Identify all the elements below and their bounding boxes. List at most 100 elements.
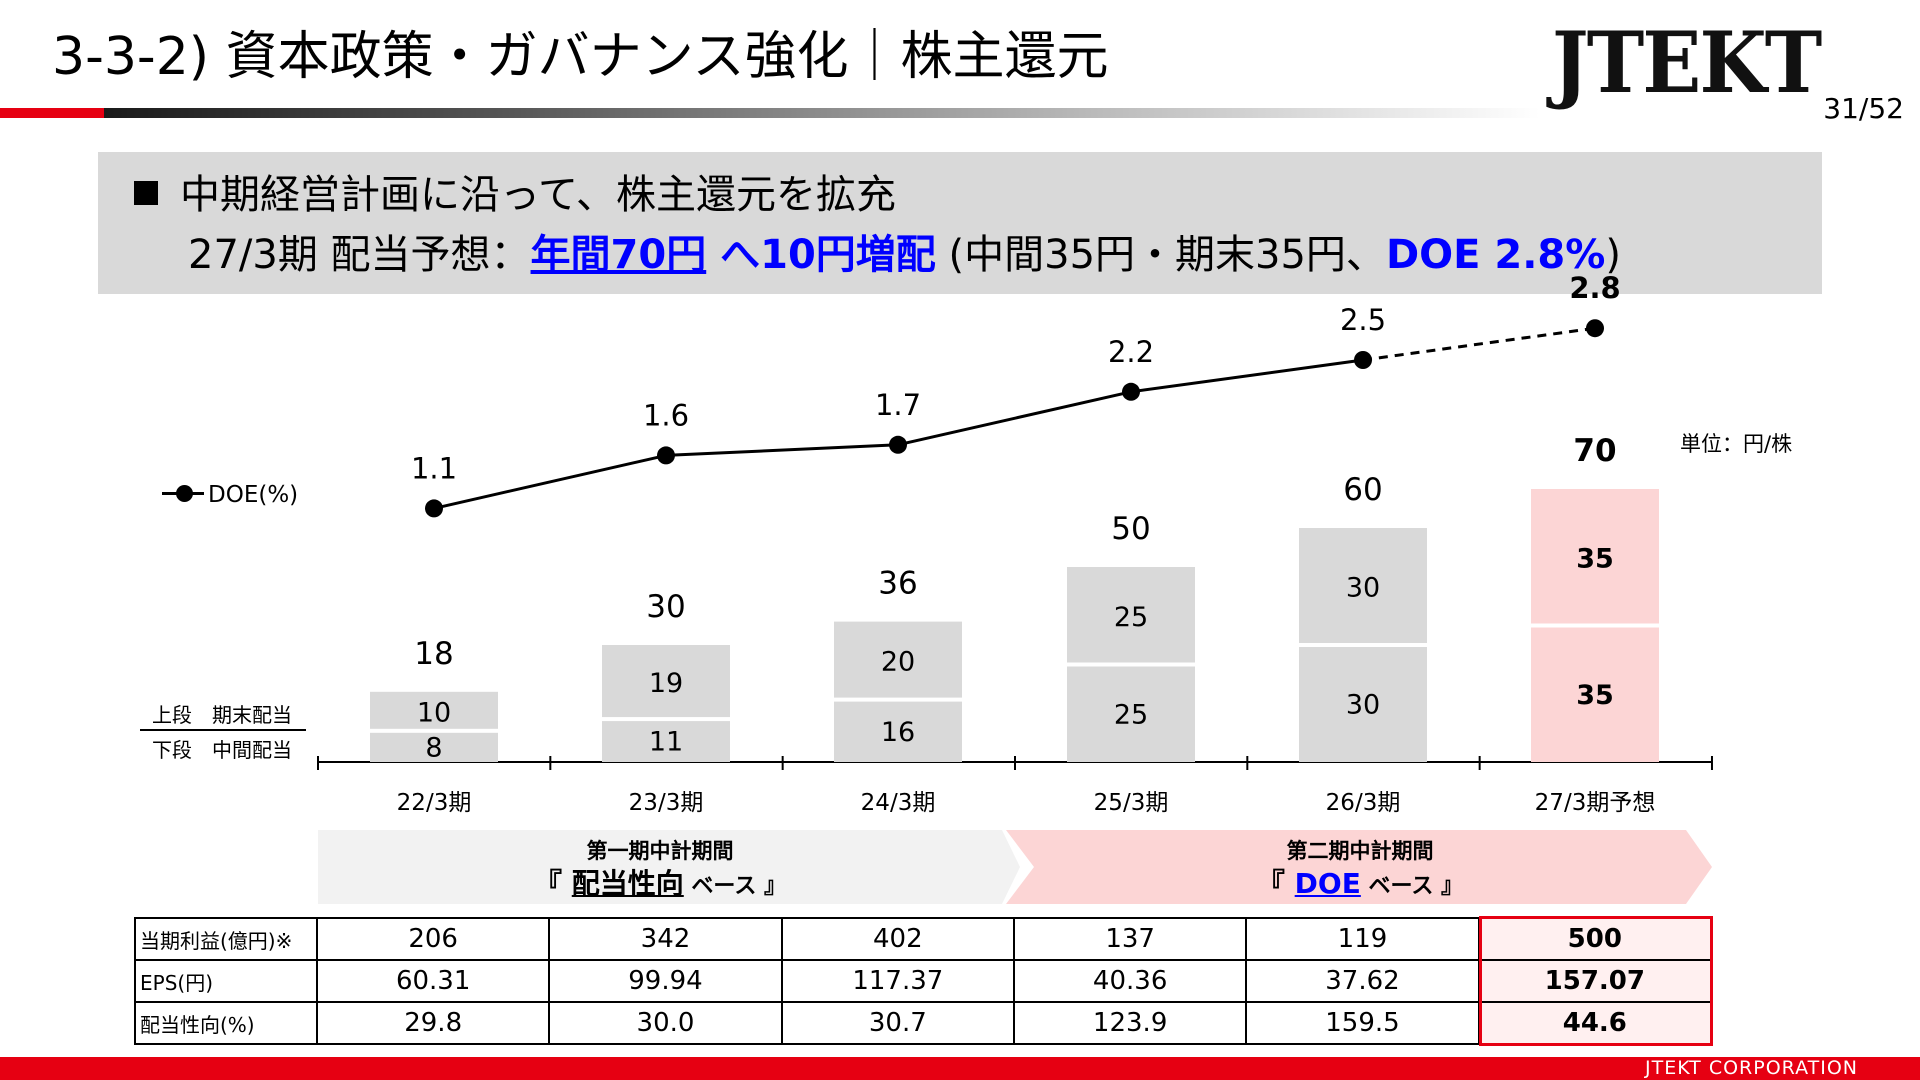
period-2-arrow [1006,830,1712,904]
bar-label-interim: 8 [425,732,442,763]
headline-line-1: 中期経営計画に沿って、株主還元を拡充 [134,170,896,220]
line-marker-icon [162,485,204,502]
headline-text-1: 中期経営計画に沿って、株主還元を拡充 [180,172,896,218]
table-cell: 137 [1012,917,1248,961]
bar-interim [1067,666,1195,762]
doe-point [657,446,675,465]
table-row: 配当性向(%) 29.8 30.0 30.7 123.9 159.5 44.6 [134,1001,1713,1045]
table-cell: 402 [780,917,1015,961]
doe-label: 1.6 [643,398,689,432]
bar-total-label: 70 [1573,433,1616,469]
metrics-table: 当期利益(億円)※ 206 342 402 137 119 500 EPS(円) 60.31 99… [134,917,1713,1045]
bar-total-label: 60 [1343,472,1382,508]
headline-doe: DOE 2.8% [1385,232,1606,278]
table-row-label: 当期利益(億円)※ [134,917,318,961]
headline-box: 中期経営計画に沿って、株主還元を拡充 27/3期 配当予想：年間70円 へ10円… [98,152,1822,294]
bar-year-end [834,621,962,698]
page-number: 31/52 [1823,92,1904,125]
period-1-base: 『 配当性向 ベース 』 [534,867,786,900]
bar-label-interim: 11 [649,727,683,758]
x-tick-label: 23/3期 [629,790,704,816]
doe-line-segment [1130,358,1364,394]
bar-total-label: 50 [1111,511,1150,547]
bar-interim [602,721,730,762]
doe-label: 2.2 [1108,335,1154,369]
bar-label-year-end: 10 [417,697,451,728]
headline-line-2: 27/3期 配当予想：年間70円 へ10円増配 (中間35円・期末35円、DOE… [188,230,1621,280]
x-tick-label: 27/3期予想 [1535,790,1656,816]
doe-point [425,499,443,518]
headline-detail: (中間35円・期末35円、 [935,232,1386,278]
square-bullet-icon [134,181,158,205]
bar-year-end [602,645,730,718]
doe-point [1122,382,1140,401]
doe-line-segment [1362,326,1596,362]
doe-label: 2.8 [1569,271,1620,305]
headline-close: ) [1605,232,1621,278]
bar-year-end [1067,567,1195,663]
key-upper-label: 上段 期末配当 [152,703,292,727]
doe-point [889,435,907,454]
key-lower-label: 下段 中間配当 [152,738,292,762]
table-cell: 29.8 [315,1001,551,1045]
bar-label-year-end: 35 [1576,543,1614,574]
table-cell: 60.31 [315,959,551,1003]
doe-point [1354,351,1372,369]
bar-interim [834,701,962,762]
doe-legend-label: DOE(%) [208,482,299,508]
period-1-title: 第一期中計期間 [586,839,734,863]
table-cell: 159.5 [1245,1001,1480,1045]
doe-legend: DOE(%) [162,482,298,508]
doe-line-segment [665,443,899,457]
table-row: 当期利益(億円)※ 206 342 402 137 119 500 [134,917,1713,961]
unit-label: 単位：円/株 [1680,432,1793,456]
bar-label-interim: 35 [1576,680,1614,711]
table-cell: 44.6 [1477,1001,1713,1045]
period-1-arrow [318,830,1020,904]
key-divider [140,729,306,731]
bar-label-year-end: 25 [1114,602,1148,633]
bar-total-label: 30 [646,589,685,625]
table-row-label: EPS(円) [134,959,318,1003]
title-underline [0,108,1540,118]
footer-bar: JTEKT CORPORATION [0,1057,1920,1080]
x-tick-label: 25/3期 [1094,790,1169,816]
bar-label-year-end: 20 [881,647,915,678]
company-logo: JTEKT [1552,13,1822,112]
page-title: 3-3-2) 資本政策・ガバナンス強化｜株主還元 [52,27,1109,87]
headline-increase: へ10円増配 [706,232,936,278]
x-tick-label: 22/3期 [397,790,472,816]
table-cell: 37.62 [1245,959,1480,1003]
doe-label: 1.7 [875,388,921,422]
bar-total-label: 18 [414,636,453,672]
x-tick-label: 26/3期 [1326,790,1401,816]
bar-year-end [1299,528,1427,643]
bar-label-interim: 16 [881,717,915,748]
table-cell: 206 [315,917,551,961]
table-cell: 117.37 [780,959,1015,1003]
doe-line-segment [433,453,667,510]
table-cell: 30.7 [780,1001,1015,1045]
doe-label: 2.5 [1340,303,1386,337]
bar-interim [370,732,498,762]
table-row: EPS(円) 60.31 99.94 117.37 40.36 37.62 157.07 [134,959,1713,1003]
doe-label: 1.1 [411,451,457,485]
bar-label-interim: 25 [1114,699,1148,730]
period-2-title: 第二期中計期間 [1286,839,1434,863]
bar-label-interim: 30 [1346,690,1380,721]
bar-year-end [1531,489,1659,624]
period-1-label: 第一期中計期間 『 配当性向 ベース 』 [318,830,1002,904]
table-cell: 123.9 [1012,1001,1248,1045]
table-cell: 157.07 [1477,959,1713,1003]
bar-interim [1531,627,1659,762]
table-row-label: 配当性向(%) [134,1001,318,1045]
table-cell: 40.36 [1012,959,1248,1003]
bar-year-end [370,691,498,729]
table-cell: 119 [1245,917,1480,961]
headline-annual-dividend: 年間70円 [530,232,707,278]
doe-point [1586,319,1604,338]
table-cell: 500 [1477,917,1713,961]
period-2-label: 第二期中計期間 『 DOE ベース 』 [1034,830,1686,904]
